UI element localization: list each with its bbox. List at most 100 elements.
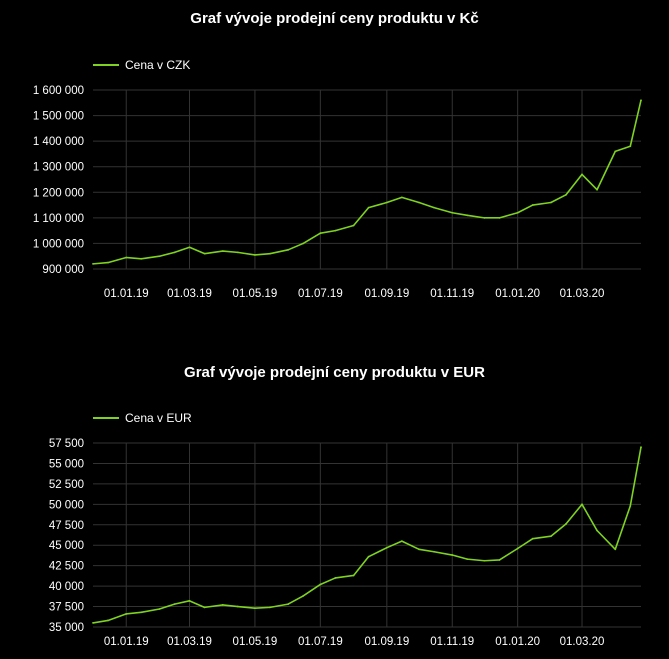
- data-point: [221, 604, 224, 606]
- data-point: [640, 99, 642, 102]
- data-point: [531, 537, 534, 540]
- x-tick-label: 01.11.19: [430, 636, 474, 648]
- data-point: [531, 204, 534, 206]
- series-line: [92, 100, 642, 265]
- y-tick-label: 40 000: [49, 581, 84, 593]
- series-line: [92, 446, 642, 624]
- x-tick-label: 01.03.19: [167, 636, 212, 648]
- data-point: [400, 196, 403, 199]
- y-tick-label: 57 500: [49, 438, 84, 450]
- data-point: [498, 559, 501, 561]
- data-point: [483, 559, 486, 562]
- data-point: [236, 251, 239, 254]
- y-tick-label: 1 500 000: [33, 111, 84, 123]
- data-point: [287, 248, 290, 251]
- y-tick-label: 50 000: [49, 499, 84, 511]
- y-tick-label: 1 200 000: [33, 187, 84, 199]
- x-tick-label: 01.05.19: [233, 288, 278, 300]
- data-point: [334, 229, 337, 232]
- data-point: [451, 211, 454, 214]
- x-tick-label: 01.01.19: [104, 288, 149, 300]
- data-point: [140, 611, 143, 614]
- y-tick-label: 42 500: [49, 561, 84, 573]
- data-point: [92, 262, 94, 265]
- y-tick-label: 1 300 000: [33, 162, 84, 174]
- x-tick-label: 01.03.20: [560, 288, 605, 300]
- data-point: [367, 555, 370, 558]
- data-point: [287, 603, 290, 606]
- data-point: [203, 252, 206, 255]
- data-point: [466, 558, 469, 561]
- data-point: [92, 622, 94, 624]
- data-point: [140, 257, 143, 260]
- y-tick-label: 1 600 000: [33, 85, 84, 97]
- y-tick-label: 1 100 000: [33, 213, 84, 225]
- data-point: [158, 255, 161, 258]
- data-point: [125, 256, 128, 259]
- data-point: [319, 232, 322, 235]
- x-tick-label: 01.07.19: [298, 636, 343, 648]
- data-point: [158, 608, 161, 610]
- chart-title: Graf vývoje prodejní ceny produktu v Kč: [190, 10, 479, 27]
- data-point: [451, 554, 454, 556]
- x-tick-label: 01.01.19: [104, 636, 149, 648]
- data-point: [433, 550, 435, 553]
- data-point: [614, 548, 617, 551]
- chart-eur: Graf vývoje prodejní ceny produktu v EUR…: [0, 355, 669, 659]
- data-point: [173, 603, 176, 606]
- y-tick-label: 45 000: [49, 540, 84, 552]
- data-point: [254, 607, 256, 610]
- chart-title: Graf vývoje prodejní ceny produktu v EUR: [184, 364, 485, 381]
- data-point: [188, 599, 191, 602]
- y-tick-label: 47 500: [49, 520, 84, 532]
- data-point: [188, 246, 191, 249]
- data-point: [107, 261, 109, 264]
- data-point: [550, 201, 552, 204]
- data-point: [173, 251, 176, 254]
- legend-swatch: [93, 417, 119, 419]
- data-point: [614, 150, 617, 153]
- data-point: [125, 613, 128, 615]
- legend-swatch: [93, 64, 119, 66]
- data-point: [516, 547, 519, 550]
- legend-label: Cena v CZK: [125, 58, 191, 72]
- data-point: [107, 619, 109, 622]
- x-tick-label: 01.01.20: [495, 288, 540, 300]
- data-point: [254, 254, 256, 256]
- y-tick-label: 1 400 000: [33, 136, 84, 148]
- data-point: [629, 145, 632, 148]
- data-point: [581, 503, 583, 506]
- data-point: [302, 595, 305, 597]
- data-point: [352, 574, 355, 577]
- data-point: [367, 206, 370, 209]
- legend[interactable]: Cena v EUR: [93, 411, 192, 425]
- x-tick-label: 01.07.19: [298, 288, 343, 300]
- chart-czk: Graf vývoje prodejní ceny produktu v Kč …: [0, 0, 669, 320]
- data-point: [640, 446, 642, 448]
- data-point: [269, 606, 271, 609]
- legend[interactable]: Cena v CZK: [93, 58, 190, 72]
- x-tick-label: 01.09.19: [364, 636, 409, 648]
- chart-plot-area: 900 000 1 000 000 1 100 000 1 200 000 1 300 …: [33, 85, 642, 300]
- data-point: [385, 201, 388, 204]
- data-point: [483, 216, 486, 219]
- x-tick-label: 01.09.19: [364, 288, 409, 300]
- data-point: [302, 242, 305, 245]
- x-tick-label: 01.03.20: [560, 636, 605, 648]
- data-point: [629, 505, 632, 507]
- x-tick-label: 01.01.20: [495, 636, 540, 648]
- legend-label: Cena v EUR: [125, 411, 192, 425]
- data-point: [236, 605, 239, 608]
- data-point: [221, 250, 224, 253]
- data-point: [433, 206, 435, 209]
- data-point: [418, 201, 420, 204]
- data-point: [269, 252, 271, 255]
- y-tick-label: 1 000 000: [33, 238, 84, 250]
- data-point: [385, 546, 388, 549]
- data-point: [516, 211, 519, 214]
- y-tick-label: 900 000: [42, 264, 84, 276]
- y-tick-label: 55 000: [49, 458, 84, 470]
- x-tick-label: 01.05.19: [233, 636, 278, 648]
- data-point: [565, 523, 567, 525]
- y-tick-label: 52 500: [49, 479, 84, 491]
